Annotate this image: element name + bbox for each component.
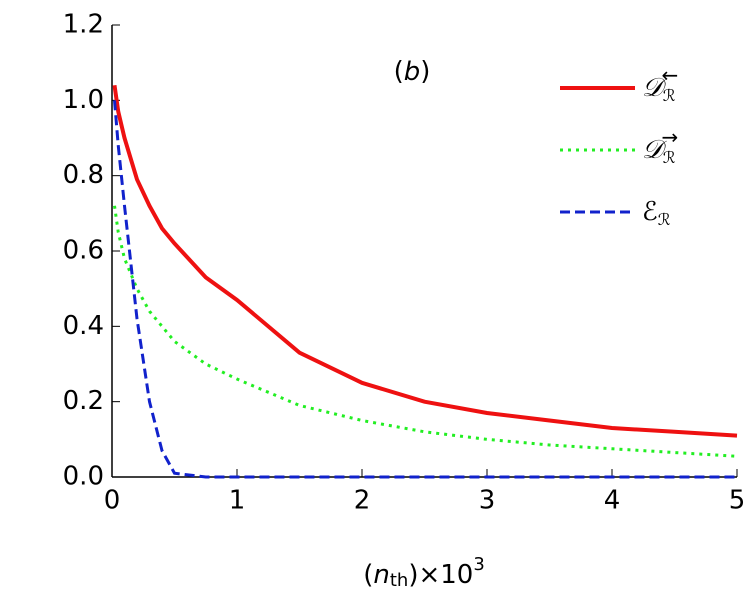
x-label-part: n: [373, 560, 389, 590]
legend-sup: →: [662, 125, 679, 149]
x-label-part: 3: [473, 554, 484, 575]
series-line: [112, 84, 738, 438]
x-label-part: )×10: [408, 560, 473, 590]
annotation-text: b: [404, 57, 421, 87]
y-tick-label: 1.0: [63, 85, 104, 115]
legend-sub: ℛ: [663, 148, 676, 167]
x-label-part: th: [390, 570, 408, 591]
legend-label: 𝒟ℛ←: [642, 63, 678, 105]
x-tick-label: 5: [729, 486, 746, 516]
legend-label: ℰℛ: [642, 197, 671, 229]
series-line: [113, 100, 737, 479]
x-axis-label: (nth)×103: [363, 554, 485, 591]
x-tick-label: 0: [104, 486, 121, 516]
legend-sub: ℛ: [663, 86, 676, 105]
y-tick-label: 0.6: [63, 236, 104, 266]
x-tick-label: 1: [229, 486, 246, 516]
legend-sup: ←: [662, 63, 679, 87]
annotation: (b): [394, 57, 431, 87]
y-tick-label: 0.4: [63, 311, 104, 341]
legend-sub: ℛ: [658, 210, 671, 229]
y-tick-label: 0.0: [63, 462, 104, 492]
x-tick-label: 4: [604, 486, 621, 516]
y-tick-label: 0.8: [63, 160, 104, 190]
x-tick-label: 3: [479, 486, 496, 516]
y-tick-label: 1.2: [63, 10, 104, 40]
x-tick-label: 2: [354, 486, 371, 516]
y-tick-label: 0.2: [63, 386, 104, 416]
legend-label: 𝒟ℛ→: [642, 125, 678, 167]
series-line: [113, 205, 738, 458]
x-label-part: (: [363, 560, 373, 590]
legend-name: ℰ: [642, 197, 658, 227]
